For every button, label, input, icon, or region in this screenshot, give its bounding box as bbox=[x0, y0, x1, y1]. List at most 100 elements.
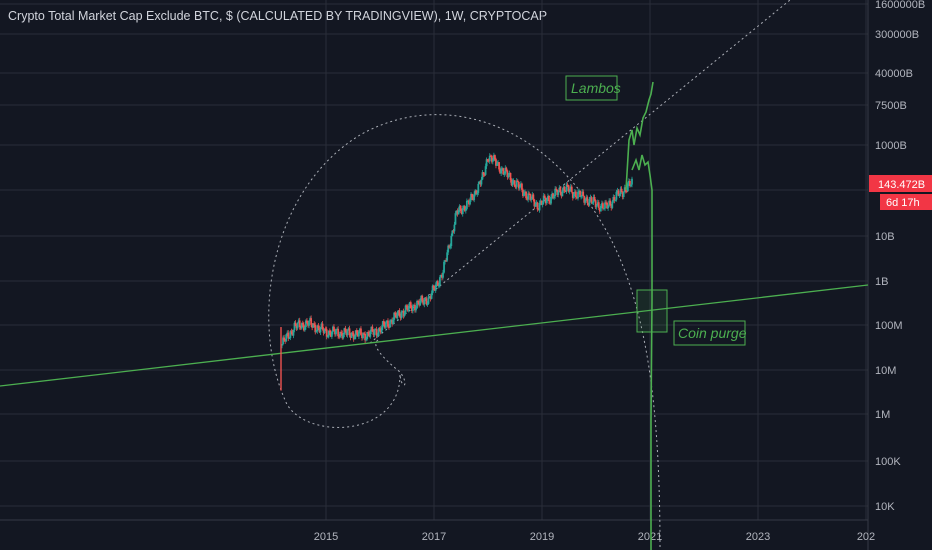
candle-body bbox=[595, 205, 598, 208]
candle-body bbox=[571, 191, 574, 198]
candle-body bbox=[479, 181, 482, 185]
candle-body bbox=[503, 173, 506, 175]
candle-body bbox=[578, 191, 580, 193]
candle-body bbox=[508, 172, 511, 176]
candle-body bbox=[337, 328, 340, 337]
candle-body bbox=[566, 184, 569, 186]
candle-body bbox=[375, 329, 378, 336]
candle-body bbox=[334, 330, 336, 335]
candle-body bbox=[614, 199, 617, 201]
candle-body bbox=[480, 179, 483, 185]
candle-body bbox=[512, 180, 515, 182]
candle-body bbox=[551, 193, 553, 197]
candle-body bbox=[600, 203, 603, 206]
projection-layer bbox=[625, 81, 654, 550]
candle-body bbox=[557, 192, 560, 195]
candle-body bbox=[402, 310, 405, 316]
candle-body bbox=[625, 190, 628, 192]
candle-body bbox=[292, 330, 295, 336]
candle-body bbox=[423, 299, 426, 305]
candle-body bbox=[615, 191, 618, 200]
candle-body bbox=[539, 200, 542, 203]
candle-body bbox=[339, 331, 342, 338]
candle-body bbox=[424, 298, 427, 300]
candle-body bbox=[475, 190, 478, 195]
candle-body bbox=[491, 160, 494, 162]
long-term-trend-line bbox=[0, 284, 869, 387]
candle-body bbox=[394, 312, 397, 315]
candle-body bbox=[603, 208, 605, 210]
candle-body bbox=[495, 159, 497, 166]
candle-body bbox=[579, 191, 581, 198]
candle-body bbox=[291, 331, 294, 336]
candle-body bbox=[346, 330, 349, 336]
candle-body bbox=[340, 331, 343, 334]
candle-body bbox=[282, 337, 284, 345]
candle-body bbox=[608, 200, 611, 206]
candle-body bbox=[526, 198, 529, 200]
candle-body bbox=[436, 281, 439, 286]
candle-body bbox=[427, 296, 430, 304]
candle-body bbox=[349, 335, 352, 338]
candle-body bbox=[506, 170, 509, 178]
candle-body bbox=[440, 274, 442, 278]
candle-body bbox=[576, 197, 578, 199]
candle-body bbox=[317, 325, 320, 329]
candle-body bbox=[377, 328, 380, 336]
overlay-layer bbox=[0, 0, 869, 550]
candle-body bbox=[460, 210, 463, 215]
candle-body bbox=[488, 155, 491, 162]
candle-body bbox=[315, 331, 318, 333]
lambos-label: Lambos bbox=[571, 80, 621, 96]
candle-body bbox=[556, 189, 559, 195]
candle-body bbox=[519, 183, 522, 187]
candle-body bbox=[542, 195, 545, 203]
candle-body bbox=[442, 272, 444, 278]
candle-body bbox=[457, 209, 460, 215]
candle-body bbox=[583, 196, 586, 203]
candle-body bbox=[405, 305, 408, 307]
candle-body bbox=[284, 340, 287, 342]
x-tick-label: 2019 bbox=[530, 531, 554, 543]
y-tick-label: 40000B bbox=[875, 68, 913, 80]
candle-body bbox=[561, 190, 564, 197]
candle-body bbox=[483, 174, 486, 176]
lambos-projection-path bbox=[625, 81, 654, 191]
candle-body bbox=[312, 323, 315, 328]
candle-body bbox=[305, 320, 307, 328]
y-tick-label: 10M bbox=[875, 365, 896, 377]
candle-body bbox=[507, 175, 510, 178]
x-tick-label: 2015 bbox=[314, 531, 338, 543]
candle-body bbox=[599, 205, 602, 212]
candle-body bbox=[399, 316, 402, 318]
candle-body bbox=[446, 252, 449, 261]
candle-body bbox=[461, 208, 464, 215]
candle-body bbox=[620, 188, 623, 193]
candle-body bbox=[567, 185, 570, 192]
candle-body bbox=[445, 260, 448, 262]
candle-body bbox=[502, 168, 505, 175]
candle-body bbox=[347, 328, 350, 331]
candle-body bbox=[528, 193, 531, 195]
candle-body bbox=[416, 301, 418, 309]
candle-body bbox=[382, 321, 385, 325]
candle-body bbox=[309, 318, 311, 321]
candle-body bbox=[612, 197, 615, 202]
candle-body bbox=[553, 196, 556, 199]
candle-body bbox=[422, 300, 425, 305]
candle-body bbox=[617, 190, 620, 196]
candle-body bbox=[322, 329, 325, 333]
grid-layer bbox=[0, 0, 869, 550]
candle-body bbox=[463, 206, 466, 211]
candle-body bbox=[456, 210, 459, 215]
y-tick-label: 1M bbox=[875, 409, 890, 421]
candle-body bbox=[471, 193, 473, 198]
candle-body bbox=[371, 326, 374, 332]
candle-body bbox=[393, 312, 396, 320]
y-tick-label: 1000B bbox=[875, 140, 907, 152]
candle-body bbox=[478, 181, 481, 184]
candle-body bbox=[490, 155, 493, 162]
candle-body bbox=[298, 320, 301, 328]
candle-body bbox=[437, 285, 440, 287]
